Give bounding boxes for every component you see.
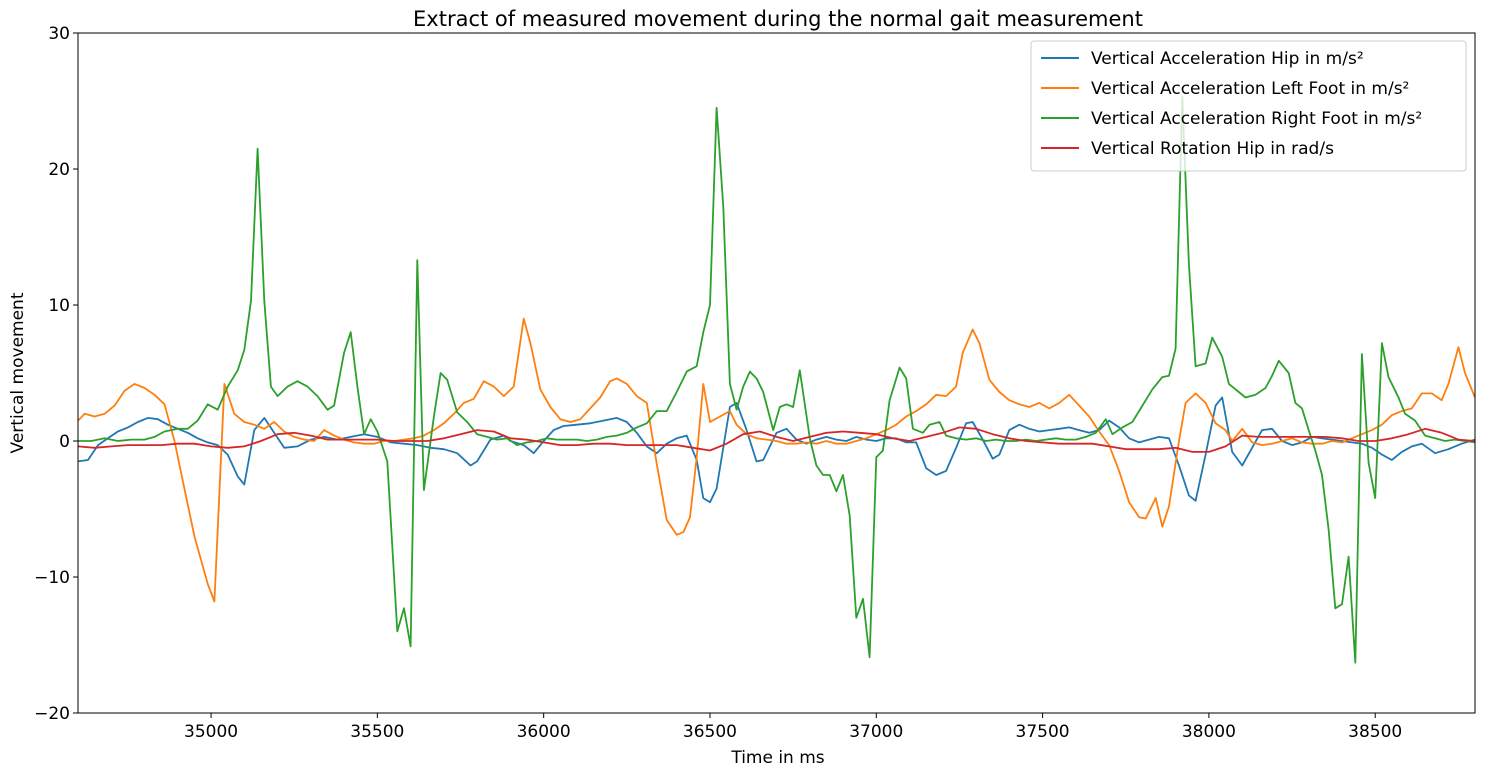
x-tick-label: 36000 xyxy=(517,722,571,742)
x-tick-label: 38500 xyxy=(1348,722,1402,742)
x-tick-label: 38000 xyxy=(1182,722,1236,742)
x-tick-label: 37500 xyxy=(1016,722,1070,742)
series-line-2 xyxy=(78,317,1475,603)
x-tick-label: 37000 xyxy=(849,722,903,742)
series-line-4 xyxy=(78,426,1475,453)
y-tick-label: 10 xyxy=(48,296,70,316)
x-tick-label: 36500 xyxy=(683,722,737,742)
legend-label: Vertical Acceleration Left Foot in m/s² xyxy=(1091,79,1409,99)
series-line-1 xyxy=(78,396,1475,504)
legend-label: Vertical Acceleration Right Foot in m/s² xyxy=(1091,109,1422,129)
series-line-3 xyxy=(78,96,1475,664)
legend-label: Vertical Acceleration Hip in m/s² xyxy=(1091,49,1364,69)
y-tick-label: 20 xyxy=(48,160,70,180)
x-axis-label: Time in ms xyxy=(730,748,824,768)
x-tick-label: 35500 xyxy=(350,722,404,742)
y-axis-label: Vertical movement xyxy=(8,292,28,453)
x-tick-label: 35000 xyxy=(184,722,238,742)
plot-frame xyxy=(77,32,1476,714)
legend-box xyxy=(1030,40,1467,172)
legend-label: Vertical Rotation Hip in rad/s xyxy=(1091,139,1334,159)
y-axis: −20 −10 0 10 20 30 xyxy=(34,24,78,724)
x-axis: 35000 35500 36000 36500 37000 37500 38000 38500 xyxy=(184,713,1402,742)
legend: Vertical Acceleration Hip in m/s² Vertica… xyxy=(1030,40,1467,172)
y-tick-label: −20 xyxy=(34,704,70,724)
chart-title: Extract of measured movement during the … xyxy=(413,7,1143,31)
series-layer xyxy=(78,96,1475,664)
y-tick-label: 0 xyxy=(59,432,70,452)
y-tick-label: −10 xyxy=(34,568,70,588)
y-tick-label: 30 xyxy=(48,24,70,44)
